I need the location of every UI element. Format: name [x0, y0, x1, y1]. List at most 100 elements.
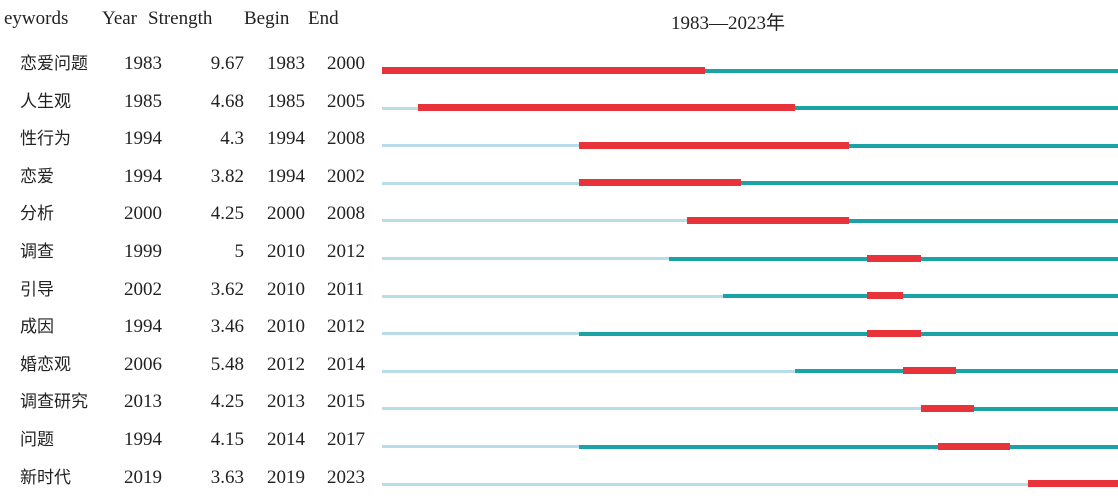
timeline-active-bar — [723, 294, 1118, 299]
begin-cell: 2019 — [267, 466, 305, 488]
timeline-before-bar — [382, 332, 580, 336]
timeline-before-bar — [382, 445, 580, 448]
keywords-column-header: eywords — [4, 8, 69, 29]
burst-bar — [938, 442, 1011, 450]
end-cell: 2008 — [327, 203, 365, 225]
timeline-before-bar — [382, 482, 1029, 486]
table-row: 成因 1994 3.46 2010 2012 — [0, 309, 1118, 345]
timeline-active-bar — [579, 181, 1118, 186]
end-cell: 2015 — [327, 391, 365, 413]
begin-cell: 1983 — [267, 53, 305, 74]
table-row: 引导 2002 3.62 2010 2011 — [0, 272, 1118, 308]
begin-cell: 2010 — [267, 278, 305, 300]
keyword-cell: 新时代 — [20, 467, 71, 488]
table-row: 调查研究 2013 4.25 2013 2015 — [0, 384, 1118, 420]
burst-bar — [866, 292, 903, 300]
table-row: 人生观 1985 4.68 1985 2005 — [0, 84, 1118, 120]
burst-bar — [579, 179, 741, 187]
table-row: 恋爱 1994 3.82 1994 2002 — [0, 159, 1118, 195]
timeline-active-bar — [579, 444, 1118, 449]
burst-bar — [920, 404, 975, 412]
begin-cell: 2000 — [267, 203, 305, 225]
begin-cell: 1994 — [267, 128, 305, 150]
strength-cell: 4.25 — [210, 391, 244, 413]
begin-cell: 2014 — [267, 429, 305, 450]
end-cell: 2017 — [327, 429, 365, 450]
timeline-before-bar — [382, 369, 795, 373]
timeline-active-bar — [687, 218, 1118, 223]
end-cell: 2014 — [327, 353, 365, 375]
year-cell: 1985 — [124, 90, 162, 112]
timeline-active-bar — [920, 406, 1118, 411]
table-row: 恋爱问题 1983 9.67 1983 2000 — [0, 46, 1118, 82]
begin-cell: 2013 — [267, 391, 305, 413]
timeline-active-bar — [382, 68, 1118, 73]
begin-cell: 1994 — [267, 165, 305, 187]
table-row: 新时代 2019 3.63 2019 2023 — [0, 460, 1118, 496]
end-cell: 2000 — [327, 53, 365, 74]
year-cell: 2000 — [124, 203, 162, 225]
strength-cell: 3.62 — [210, 278, 244, 300]
year-cell: 2013 — [124, 391, 162, 413]
burst-bar — [902, 367, 957, 375]
strength-cell: 3.82 — [210, 165, 244, 187]
keyword-cell: 调查 — [20, 242, 54, 262]
keyword-cell: 性行为 — [20, 129, 71, 150]
keyword-cell: 问题 — [20, 430, 54, 450]
year-cell: 1994 — [124, 165, 162, 187]
end-cell: 2012 — [327, 241, 365, 262]
timeline-before-bar — [382, 219, 688, 223]
year-cell: 1999 — [124, 241, 162, 262]
timeline-active-bar — [579, 143, 1118, 148]
burst-bar — [417, 104, 795, 112]
end-cell: 2005 — [327, 90, 365, 112]
strength-cell: 3.46 — [210, 316, 244, 338]
keyword-cell: 成因 — [20, 317, 54, 338]
strength-cell: 9.67 — [210, 53, 244, 74]
strength-column-header: Strength — [148, 8, 213, 29]
timeline-before-bar — [382, 257, 670, 260]
timeline-before-bar — [382, 106, 418, 110]
strength-cell: 4.15 — [210, 429, 244, 450]
burst-bar — [579, 141, 849, 149]
year-column-header: Year — [102, 8, 138, 29]
table-row: 性行为 1994 4.3 1994 2008 — [0, 121, 1118, 157]
end-cell: 2012 — [327, 316, 365, 338]
strength-cell: 4.25 — [210, 203, 244, 225]
begin-cell: 1985 — [267, 90, 305, 112]
strength-cell: 3.63 — [210, 466, 244, 488]
keyword-cell: 人生观 — [20, 91, 71, 112]
begin-cell: 2010 — [267, 241, 305, 262]
table-row: 调查 1999 5 2010 2012 — [0, 234, 1118, 270]
timeline-active-bar — [794, 369, 1118, 374]
end-cell: 2023 — [327, 466, 365, 488]
keyword-cell: 调查研究 — [20, 392, 88, 413]
table-row: 分析 2000 4.25 2000 2008 — [0, 196, 1118, 232]
timeline-active-bar — [579, 331, 1118, 336]
begin-cell: 2012 — [267, 353, 305, 375]
keyword-cell: 恋爱问题 — [20, 54, 88, 74]
year-cell: 1994 — [124, 128, 162, 150]
strength-cell: 4.3 — [220, 128, 244, 150]
timeline-before-bar — [382, 407, 921, 411]
keyword-cell: 分析 — [20, 204, 54, 225]
time-range-header: 1983—2023年 — [671, 13, 786, 34]
year-cell: 2006 — [124, 353, 162, 375]
timeline-before-bar — [382, 294, 724, 298]
burst-bar — [687, 216, 849, 224]
strength-cell: 5.48 — [210, 353, 244, 375]
burst-bar — [1028, 480, 1118, 488]
year-cell: 1994 — [124, 316, 162, 338]
burst-bar — [382, 66, 706, 74]
end-cell: 2011 — [327, 278, 365, 300]
keyword-cell: 引导 — [20, 279, 54, 300]
end-cell: 2002 — [327, 165, 365, 187]
burst-bar — [866, 254, 921, 262]
keyword-cell: 恋爱 — [20, 166, 54, 187]
end-column-header: End — [308, 8, 339, 29]
year-cell: 2019 — [124, 466, 162, 488]
table-row: 婚恋观 2006 5.48 2012 2014 — [0, 347, 1118, 383]
end-cell: 2008 — [327, 128, 365, 150]
timeline-before-bar — [382, 181, 580, 185]
begin-column-header: Begin — [244, 8, 290, 29]
